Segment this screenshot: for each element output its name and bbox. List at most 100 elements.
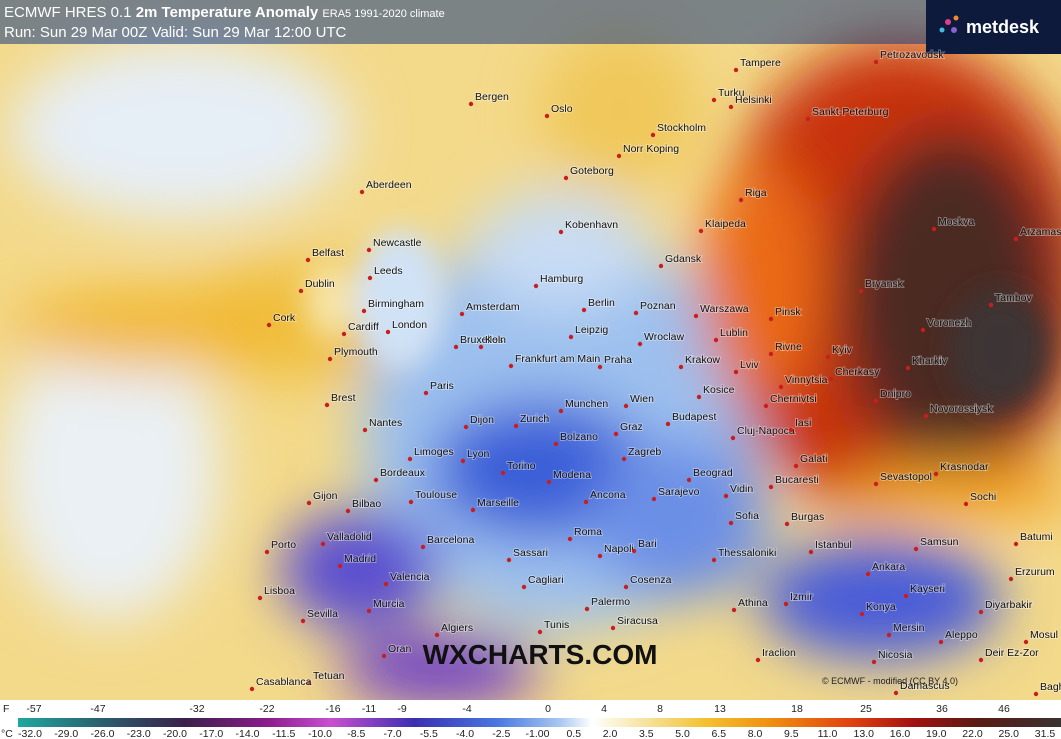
city-label: Pinsk — [775, 306, 801, 318]
city-label: Norr Koping — [623, 143, 679, 155]
city-label: Goteborg — [570, 165, 614, 177]
city-dot — [345, 508, 351, 514]
city-label: Helsinki — [735, 94, 772, 106]
f-label: -22 — [259, 703, 274, 715]
c-label: -7.0 — [383, 728, 401, 739]
city-dot — [453, 344, 459, 350]
city-label: Petrozavodsk — [880, 49, 944, 61]
city-label: Cosenza — [630, 574, 672, 586]
city-label: Leipzig — [575, 324, 608, 336]
c-label: -26.0 — [91, 728, 115, 739]
city-label: Klaipeda — [705, 218, 746, 230]
c-label: 11.0 — [818, 728, 838, 739]
city-dot — [420, 544, 426, 550]
city-dot — [478, 344, 484, 350]
city-label: Kyiv — [832, 344, 853, 356]
city-dot — [793, 463, 799, 469]
city-dot — [988, 302, 994, 308]
city-label: Kharkiv — [912, 355, 948, 367]
city-dot — [298, 288, 304, 294]
city-dot — [788, 427, 794, 433]
city-dot — [613, 431, 619, 437]
city-label: Deir Ez-Zor — [985, 647, 1039, 659]
f-label: -16 — [325, 703, 340, 715]
city-dot — [616, 153, 622, 159]
f-label: 25 — [860, 703, 872, 715]
city-dot — [933, 471, 939, 477]
city-dot — [733, 67, 739, 73]
city-label: Dublin — [305, 278, 335, 290]
city-dot — [828, 376, 834, 382]
city-dot — [686, 477, 692, 483]
city-label: Warszawa — [700, 303, 749, 315]
city-label: Casablanca — [256, 676, 312, 688]
c-label: 13.0 — [854, 728, 875, 739]
city-dot — [610, 625, 616, 631]
city-dot — [359, 189, 365, 195]
city-dot — [584, 606, 590, 612]
city-dot — [264, 549, 270, 555]
c-label: -5.5 — [420, 728, 438, 739]
city-dot — [1008, 576, 1014, 582]
city-dot — [768, 484, 774, 490]
f-label: 4 — [601, 703, 607, 715]
city-label: Sankt-Peterburg — [812, 106, 889, 118]
city-dot — [568, 334, 574, 340]
city-dot — [693, 313, 699, 319]
city-dot — [873, 59, 879, 65]
city-dot — [423, 390, 429, 396]
city-label: Tampere — [740, 57, 781, 69]
logo-box — [926, 0, 1061, 54]
city-label: Vinnytsia — [785, 374, 828, 386]
city-dot — [513, 423, 519, 429]
map-field — [0, 0, 1061, 705]
city-dot — [324, 402, 330, 408]
c-label: 16.0 — [890, 728, 911, 739]
city-dot — [633, 310, 639, 316]
city-dot — [728, 104, 734, 110]
city-dot — [470, 507, 476, 513]
city-label: Cluj-Napoca — [737, 425, 795, 437]
city-label: Aleppo — [945, 629, 978, 641]
city-dot — [637, 341, 643, 347]
city-label: Erzurum — [1015, 566, 1055, 578]
city-dot — [1013, 236, 1019, 242]
city-dot — [903, 593, 909, 599]
city-label: Tunis — [544, 619, 569, 631]
city-dot — [533, 283, 539, 289]
c-label: 25.0 — [999, 728, 1020, 739]
city-label: Murcia — [373, 598, 405, 610]
city-label: Napoli — [604, 543, 634, 555]
city-label: Oslo — [551, 103, 573, 115]
c-label: 5.0 — [675, 728, 690, 739]
city-label: Valladolid — [327, 531, 372, 543]
city-label: Izmir — [790, 591, 813, 603]
city-dot — [300, 618, 306, 624]
city-label: Valencia — [390, 571, 430, 583]
city-label: Munchen — [565, 398, 608, 410]
f-label: -47 — [90, 703, 105, 715]
city-dot — [978, 657, 984, 663]
city-label: Krakow — [685, 354, 720, 366]
city-dot — [544, 113, 550, 119]
city-dot — [621, 456, 627, 462]
city-label: Kayseri — [910, 583, 945, 595]
city-dot — [931, 226, 937, 232]
city-label: Nicosia — [878, 649, 913, 661]
city-dot — [731, 607, 737, 613]
city-dot — [341, 331, 347, 337]
climate: ERA5 1991-2020 climate — [322, 8, 444, 20]
city-label: Birmingham — [368, 298, 424, 310]
city-label: Nantes — [369, 417, 402, 429]
city-label: Burgas — [791, 511, 824, 523]
c-label: 22.0 — [962, 728, 983, 739]
city-label: Diyarbakir — [985, 599, 1033, 611]
city-dot — [249, 686, 255, 692]
city-dot — [651, 496, 657, 502]
city-dot — [506, 557, 512, 563]
city-dot — [581, 307, 587, 313]
header-model: ECMWF HRES 0.1 2m Temperature Anomaly ER… — [4, 4, 445, 21]
city-dot — [306, 680, 312, 686]
watermark: WXCHARTS.COM — [423, 639, 658, 670]
city-dot — [434, 632, 440, 638]
